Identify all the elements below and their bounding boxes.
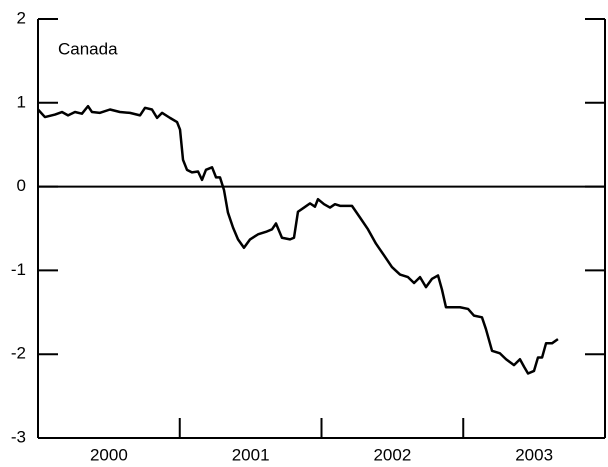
y-tick-label: -1 — [11, 260, 26, 279]
y-tick-label: -3 — [11, 427, 26, 446]
x-category-label: 2000 — [90, 445, 128, 464]
y-tick-label: 0 — [17, 176, 26, 195]
data-line — [37, 104, 559, 375]
x-category-label: 2003 — [515, 445, 553, 464]
y-tick-label: -2 — [11, 344, 26, 363]
x-category-label: 2001 — [232, 445, 270, 464]
x-category-label: 2002 — [373, 445, 411, 464]
chart-annotation: Canada — [58, 39, 118, 58]
y-tick-label: 1 — [17, 92, 26, 111]
y-tick-label: 2 — [17, 8, 26, 27]
